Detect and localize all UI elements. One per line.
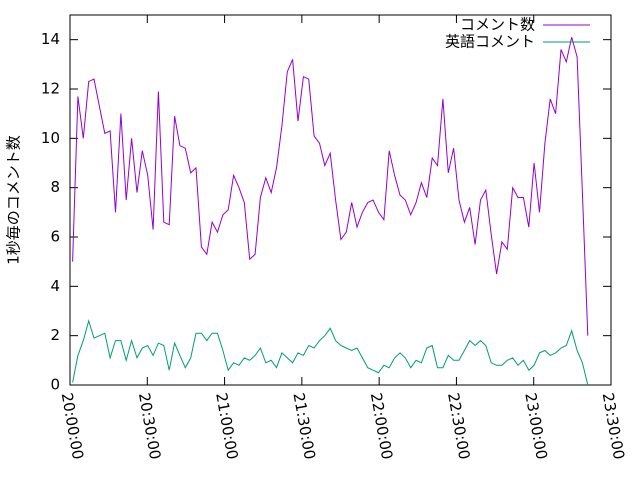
series-line: [72, 319, 589, 386]
legend-label: コメント数: [460, 16, 535, 34]
y-tick-label: 0: [50, 376, 60, 394]
y-tick-label: 6: [50, 228, 60, 246]
legend-label: 英語コメント: [445, 33, 535, 51]
y-tick-label: 4: [50, 277, 60, 295]
y-axis-label: 1秒毎のコメント数: [5, 135, 23, 265]
y-tick-label: 2: [50, 326, 60, 344]
plot-border: [69, 14, 612, 386]
series-line: [72, 37, 589, 336]
y-tick-label: 14: [41, 30, 60, 48]
y-tick-label: 12: [41, 80, 60, 98]
y-tick-label: 8: [50, 178, 60, 196]
y-tick-label: 10: [41, 129, 60, 147]
